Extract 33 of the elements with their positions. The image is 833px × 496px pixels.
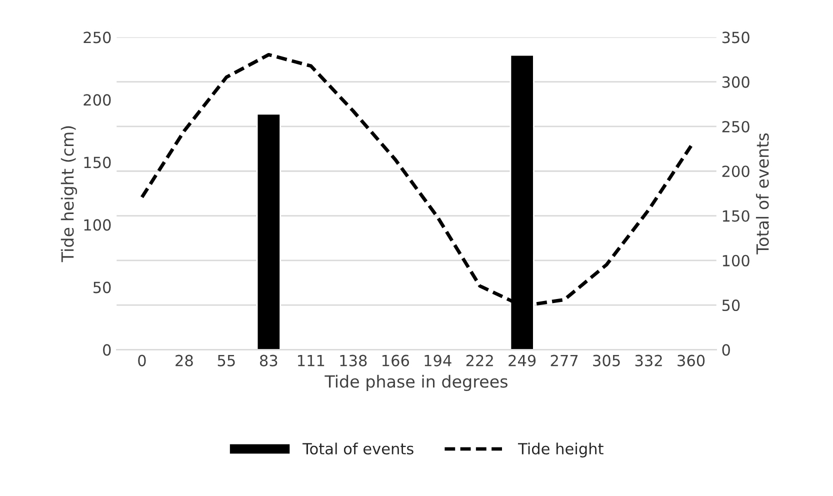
y-tick-label: 150 — [84, 156, 111, 168]
x-tick-label: 305 — [593, 354, 620, 366]
y-tick-label: 50 — [93, 282, 111, 294]
x-axis-title: Tide phase in degrees — [324, 374, 508, 392]
x-tick-label: 194 — [424, 354, 452, 366]
y2-tick-label: 200 — [722, 166, 750, 178]
x-tick-label: 166 — [382, 354, 409, 366]
y-tick-label: 250 — [84, 32, 111, 44]
y2-tick-label: 100 — [722, 254, 750, 266]
y2-tick-label: 250 — [722, 120, 750, 132]
y2-tick-label: 300 — [722, 76, 750, 88]
y2-tick-label: 150 — [722, 210, 750, 222]
y2-tick-label: 350 — [722, 32, 750, 44]
y2-tick-label: 50 — [722, 300, 740, 312]
x-tick-label: 360 — [678, 354, 705, 366]
x-tick-label: 277 — [550, 354, 578, 366]
x-tick-label: 28 — [176, 354, 193, 366]
x-tick-label: 138 — [340, 354, 367, 366]
x-tick-label: 111 — [298, 355, 324, 366]
y-tick-label: 200 — [84, 94, 111, 106]
x-tick-label: 0 — [138, 354, 146, 366]
x-tick-label: 332 — [635, 354, 662, 366]
y-tick-label: 100 — [84, 219, 111, 231]
legend-label: Total of events — [302, 442, 414, 454]
x-tick-label: 83 — [260, 354, 278, 366]
legend-label: Tide height — [518, 442, 604, 458]
x-tick-label: 249 — [508, 354, 536, 366]
y-tick-label: 0 — [103, 344, 111, 356]
y-axis-title: Tide height (cm) — [60, 126, 78, 262]
x-tick-label: 55 — [218, 355, 235, 366]
x-tick-label: 222 — [466, 354, 493, 366]
y2-tick-label: 0 — [722, 344, 730, 356]
y2-axis-title: Total of events — [756, 133, 769, 254]
